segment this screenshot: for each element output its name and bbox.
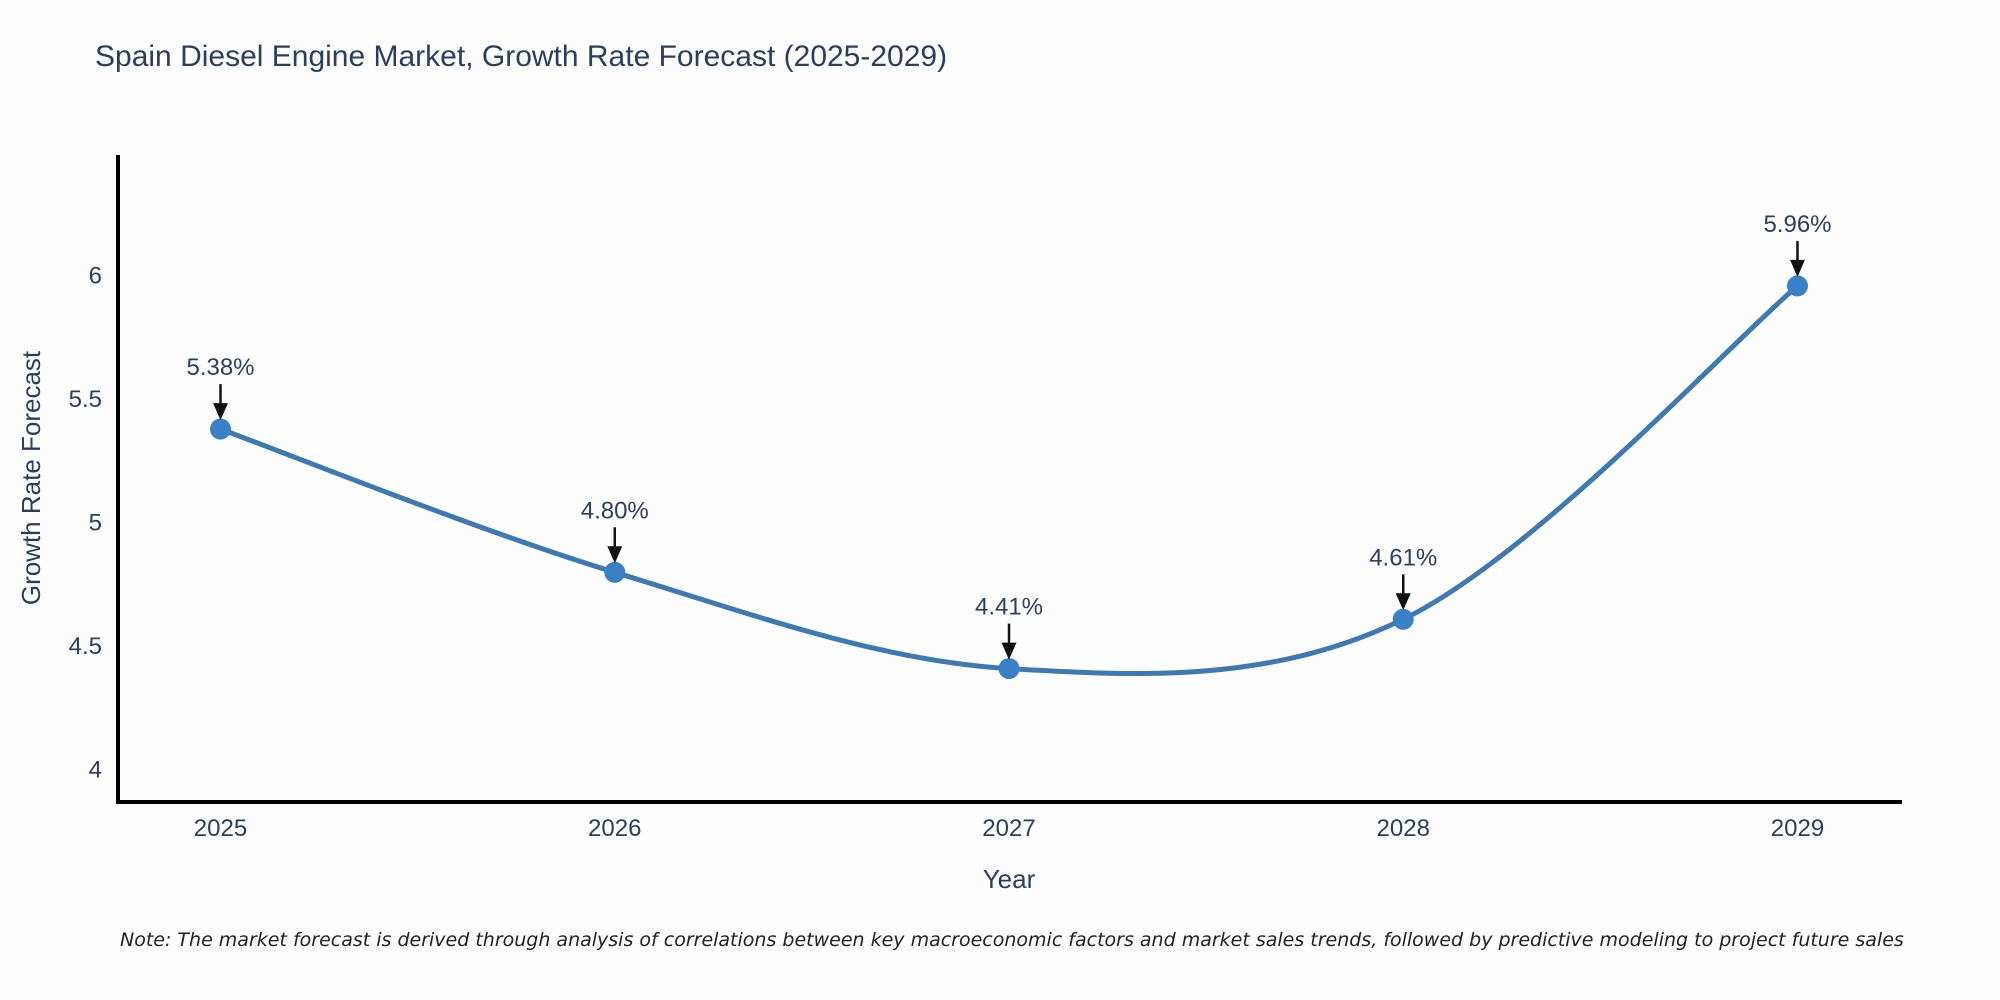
- annotation-arrow-head-icon: [213, 403, 228, 421]
- data-point-annotation: 4.80%: [581, 497, 649, 564]
- data-point-annotation: 4.41%: [975, 594, 1043, 660]
- data-point-marker: [1787, 275, 1808, 297]
- annotation-arrow-head-icon: [607, 546, 623, 564]
- y-tick-label: 4: [89, 756, 102, 783]
- x-axis-tick-labels: 2025 2026 2027 2028 2029: [194, 815, 1824, 842]
- annotation-value-label: 5.96%: [1763, 211, 1831, 238]
- footnote: Note: The market forecast is derived thr…: [120, 929, 1904, 951]
- data-point-marker: [1392, 608, 1414, 630]
- y-axis-tick-labels: 4 4.5 5 5.5 6: [69, 263, 102, 784]
- annotation-arrow-head-icon: [1790, 259, 1805, 277]
- chart-title: Spain Diesel Engine Market, Growth Rate …: [95, 40, 947, 73]
- annotation-arrow-head-icon: [1395, 593, 1411, 611]
- x-tick-label: 2029: [1771, 815, 1824, 842]
- x-tick-label: 2028: [1377, 815, 1430, 842]
- y-tick-label: 4.5: [69, 633, 102, 660]
- x-axis-title: Year: [983, 864, 1036, 894]
- y-tick-label: 5: [89, 509, 102, 536]
- y-axis-title: Growth Rate Forecast: [16, 350, 46, 605]
- annotation-value-label: 4.61%: [1369, 544, 1437, 571]
- data-point-marker: [998, 658, 1020, 680]
- x-tick-label: 2026: [588, 815, 641, 842]
- data-point-annotation: 5.96%: [1763, 211, 1832, 277]
- data-point-annotation: 5.38%: [186, 354, 255, 421]
- y-tick-label: 5.5: [69, 386, 102, 413]
- x-tick-label: 2027: [982, 815, 1035, 842]
- annotation-value-label: 4.41%: [975, 594, 1043, 621]
- data-point-annotation: 4.61%: [1369, 544, 1437, 611]
- data-point-marker: [604, 561, 626, 583]
- data-point-marker: [210, 418, 231, 440]
- annotation-value-label: 4.80%: [581, 497, 649, 524]
- data-point-annotations: 5.38% 4.80% 4.41% 4.61% 5.96%: [186, 211, 1832, 660]
- x-tick-label: 2025: [194, 815, 247, 842]
- annotation-arrow-head-icon: [1001, 642, 1017, 660]
- y-tick-label: 6: [89, 263, 102, 290]
- annotation-value-label: 5.38%: [186, 354, 254, 381]
- data-point-markers: [210, 275, 1808, 680]
